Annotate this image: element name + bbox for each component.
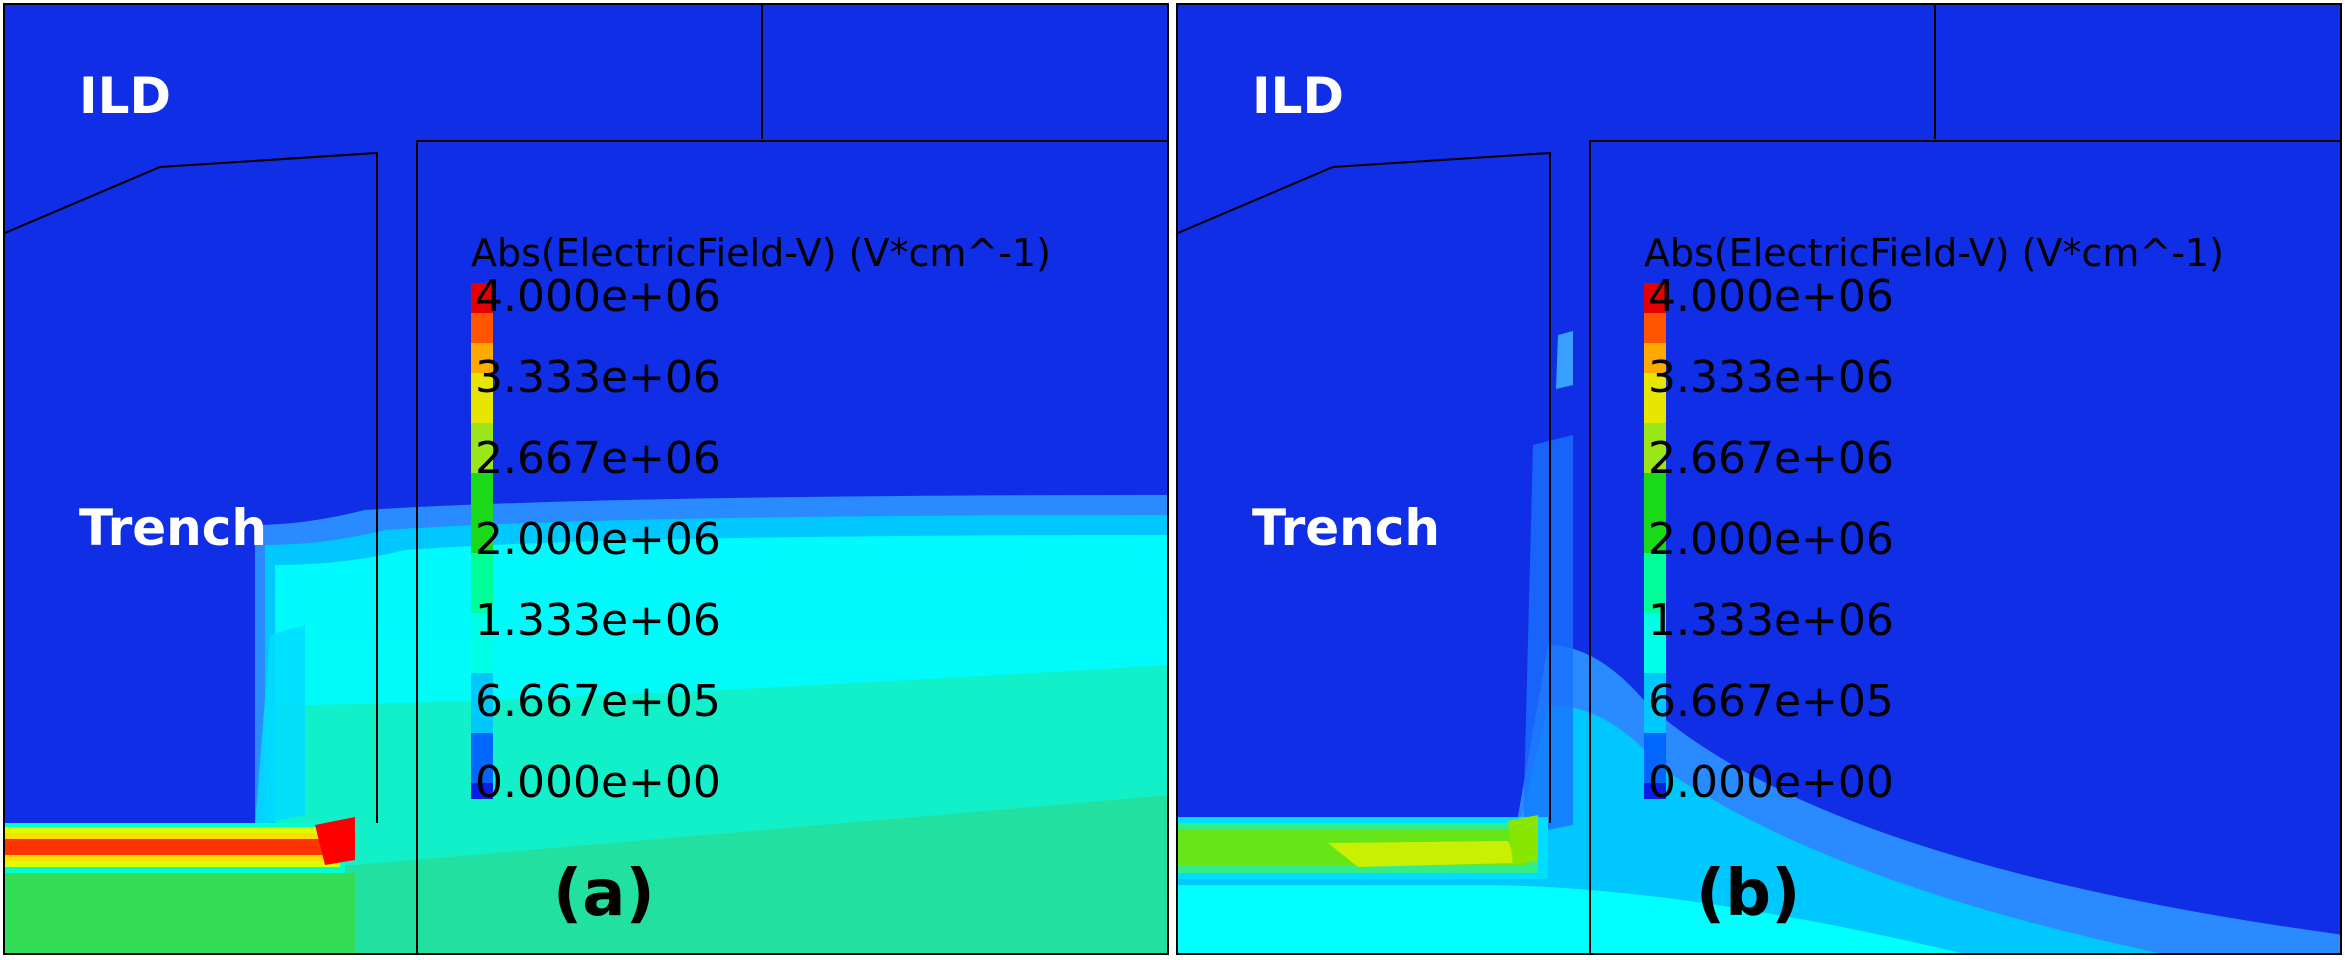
colorbar-a	[471, 283, 493, 799]
field-contour-3	[1178, 885, 1962, 953]
field-plot-a	[5, 5, 1167, 953]
legend-tick: 3.333e+06	[475, 352, 721, 403]
legend-tick: 6.667e+05	[475, 676, 721, 727]
legend-tick: 4.000e+06	[475, 271, 721, 322]
colorbar-b	[1644, 283, 1666, 799]
sidewall-spot	[1556, 331, 1573, 389]
legend-title: Abs(ElectricField-V) (V*cm^-1)	[471, 231, 1051, 275]
sidewall-field	[255, 625, 305, 825]
trench-label: Trench	[79, 499, 268, 557]
panel-a: ILD Trench Abs(ElectricField-V) (V*cm^-1…	[3, 3, 1169, 955]
oxide-band-core	[5, 839, 325, 855]
oxide-band-core	[1328, 841, 1518, 867]
legend-tick: 4.000e+06	[1648, 271, 1894, 322]
field-plot-b	[1178, 5, 2340, 953]
corner-hotspot	[1508, 815, 1538, 865]
lower-region	[5, 873, 355, 953]
panel-label: (b)	[1696, 857, 1801, 931]
legend-title: Abs(ElectricField-V) (V*cm^-1)	[1644, 231, 2224, 275]
legend-tick: 2.667e+06	[1648, 433, 1894, 484]
legend-tick: 1.333e+06	[1648, 595, 1894, 646]
legend-tick: 2.000e+06	[1648, 514, 1894, 565]
ild-label: ILD	[1252, 67, 1344, 125]
mesa-outline	[1589, 140, 2340, 953]
mesa-outline	[416, 140, 1167, 953]
legend-tick: 3.333e+06	[1648, 352, 1894, 403]
legend-tick: 0.000e+00	[1648, 757, 1894, 808]
corner-hotspot	[315, 817, 355, 865]
ild-label: ILD	[79, 67, 171, 125]
legend-tick: 0.000e+00	[475, 757, 721, 808]
legend-tick: 1.333e+06	[475, 595, 721, 646]
legend-tick: 2.667e+06	[475, 433, 721, 484]
sidewall-field	[1523, 435, 1573, 835]
panel-b: ILD Trench Abs(ElectricField-V) (V*cm^-1…	[1176, 3, 2342, 955]
legend-tick: 6.667e+05	[1648, 676, 1894, 727]
legend-tick: 2.000e+06	[475, 514, 721, 565]
trench-outline	[1178, 151, 1551, 823]
panel-label: (a)	[553, 857, 655, 931]
trench-outline	[5, 151, 378, 823]
trench-label: Trench	[1252, 499, 1441, 557]
